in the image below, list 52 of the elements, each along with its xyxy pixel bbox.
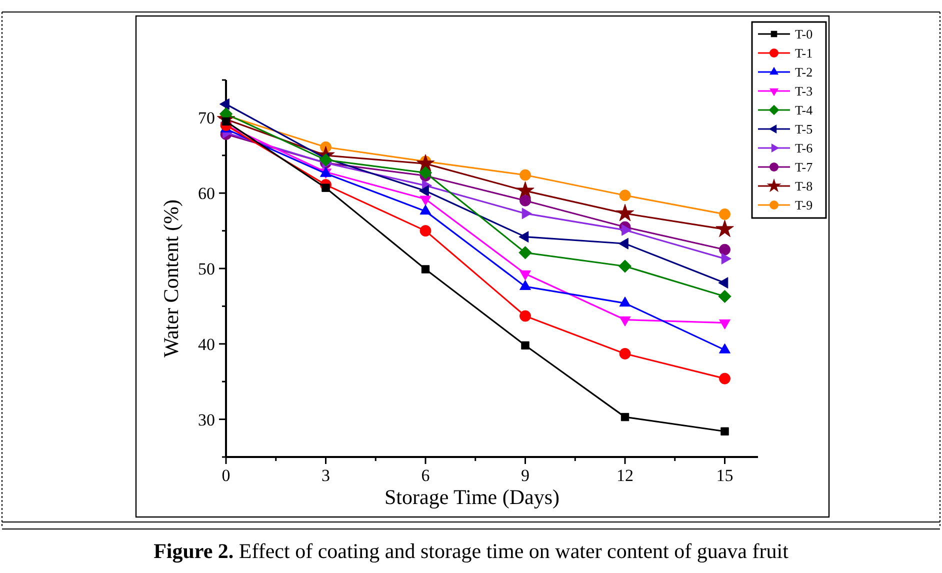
legend-label: T-8: [795, 178, 813, 194]
point: [719, 244, 730, 256]
y-tick-label: 70: [198, 108, 215, 128]
caption: Figure 2. Effect of coating and storage time on water content of guava fruit: [154, 539, 789, 563]
y-tick-label: 50: [198, 259, 215, 278]
x-tick-label: 9: [521, 466, 530, 485]
point: [322, 184, 330, 192]
point: [619, 190, 631, 202]
x-tick-label: 15: [716, 466, 734, 485]
point: [719, 343, 730, 354]
x-axis-title: Storage Time (Days): [384, 485, 560, 509]
y-tick-label: 40: [198, 334, 215, 354]
legend-label: T-4: [795, 102, 814, 118]
point: [520, 280, 531, 290]
x-tick-label: 6: [421, 466, 430, 485]
legend-label: T-2: [795, 64, 813, 80]
point: [521, 341, 530, 350]
x-tick-label: 0: [222, 466, 230, 485]
point: [522, 208, 532, 220]
point: [518, 246, 532, 260]
x-tick-label: 12: [616, 466, 634, 485]
point: [520, 194, 531, 206]
point: [719, 372, 730, 384]
point: [416, 154, 435, 172]
x-tick-label: 3: [322, 466, 330, 485]
legend-label: T-1: [795, 46, 813, 61]
point: [620, 412, 630, 422]
point: [619, 296, 631, 307]
legend-label: T-7: [795, 160, 814, 175]
legend-label: T-5: [795, 122, 813, 137]
legend-label: T-3: [795, 84, 813, 99]
point: [421, 265, 430, 274]
point: [520, 310, 531, 322]
point: [520, 169, 531, 181]
point: [420, 204, 432, 215]
point: [716, 220, 734, 238]
point: [618, 260, 632, 273]
point: [619, 348, 631, 360]
point: [718, 277, 728, 289]
legend-label: T-0: [795, 26, 813, 42]
point: [719, 208, 730, 220]
legend-label: T-6: [795, 140, 814, 156]
point: [516, 181, 534, 199]
y-tick-label: 30: [198, 410, 215, 430]
point: [720, 427, 729, 436]
y-axis-title: Water Content (%): [159, 199, 183, 358]
point: [420, 225, 432, 237]
point: [616, 204, 634, 222]
y-tick-label: 60: [198, 184, 215, 204]
point: [718, 290, 732, 303]
point: [418, 166, 432, 180]
legend-label: T-9: [795, 198, 813, 213]
